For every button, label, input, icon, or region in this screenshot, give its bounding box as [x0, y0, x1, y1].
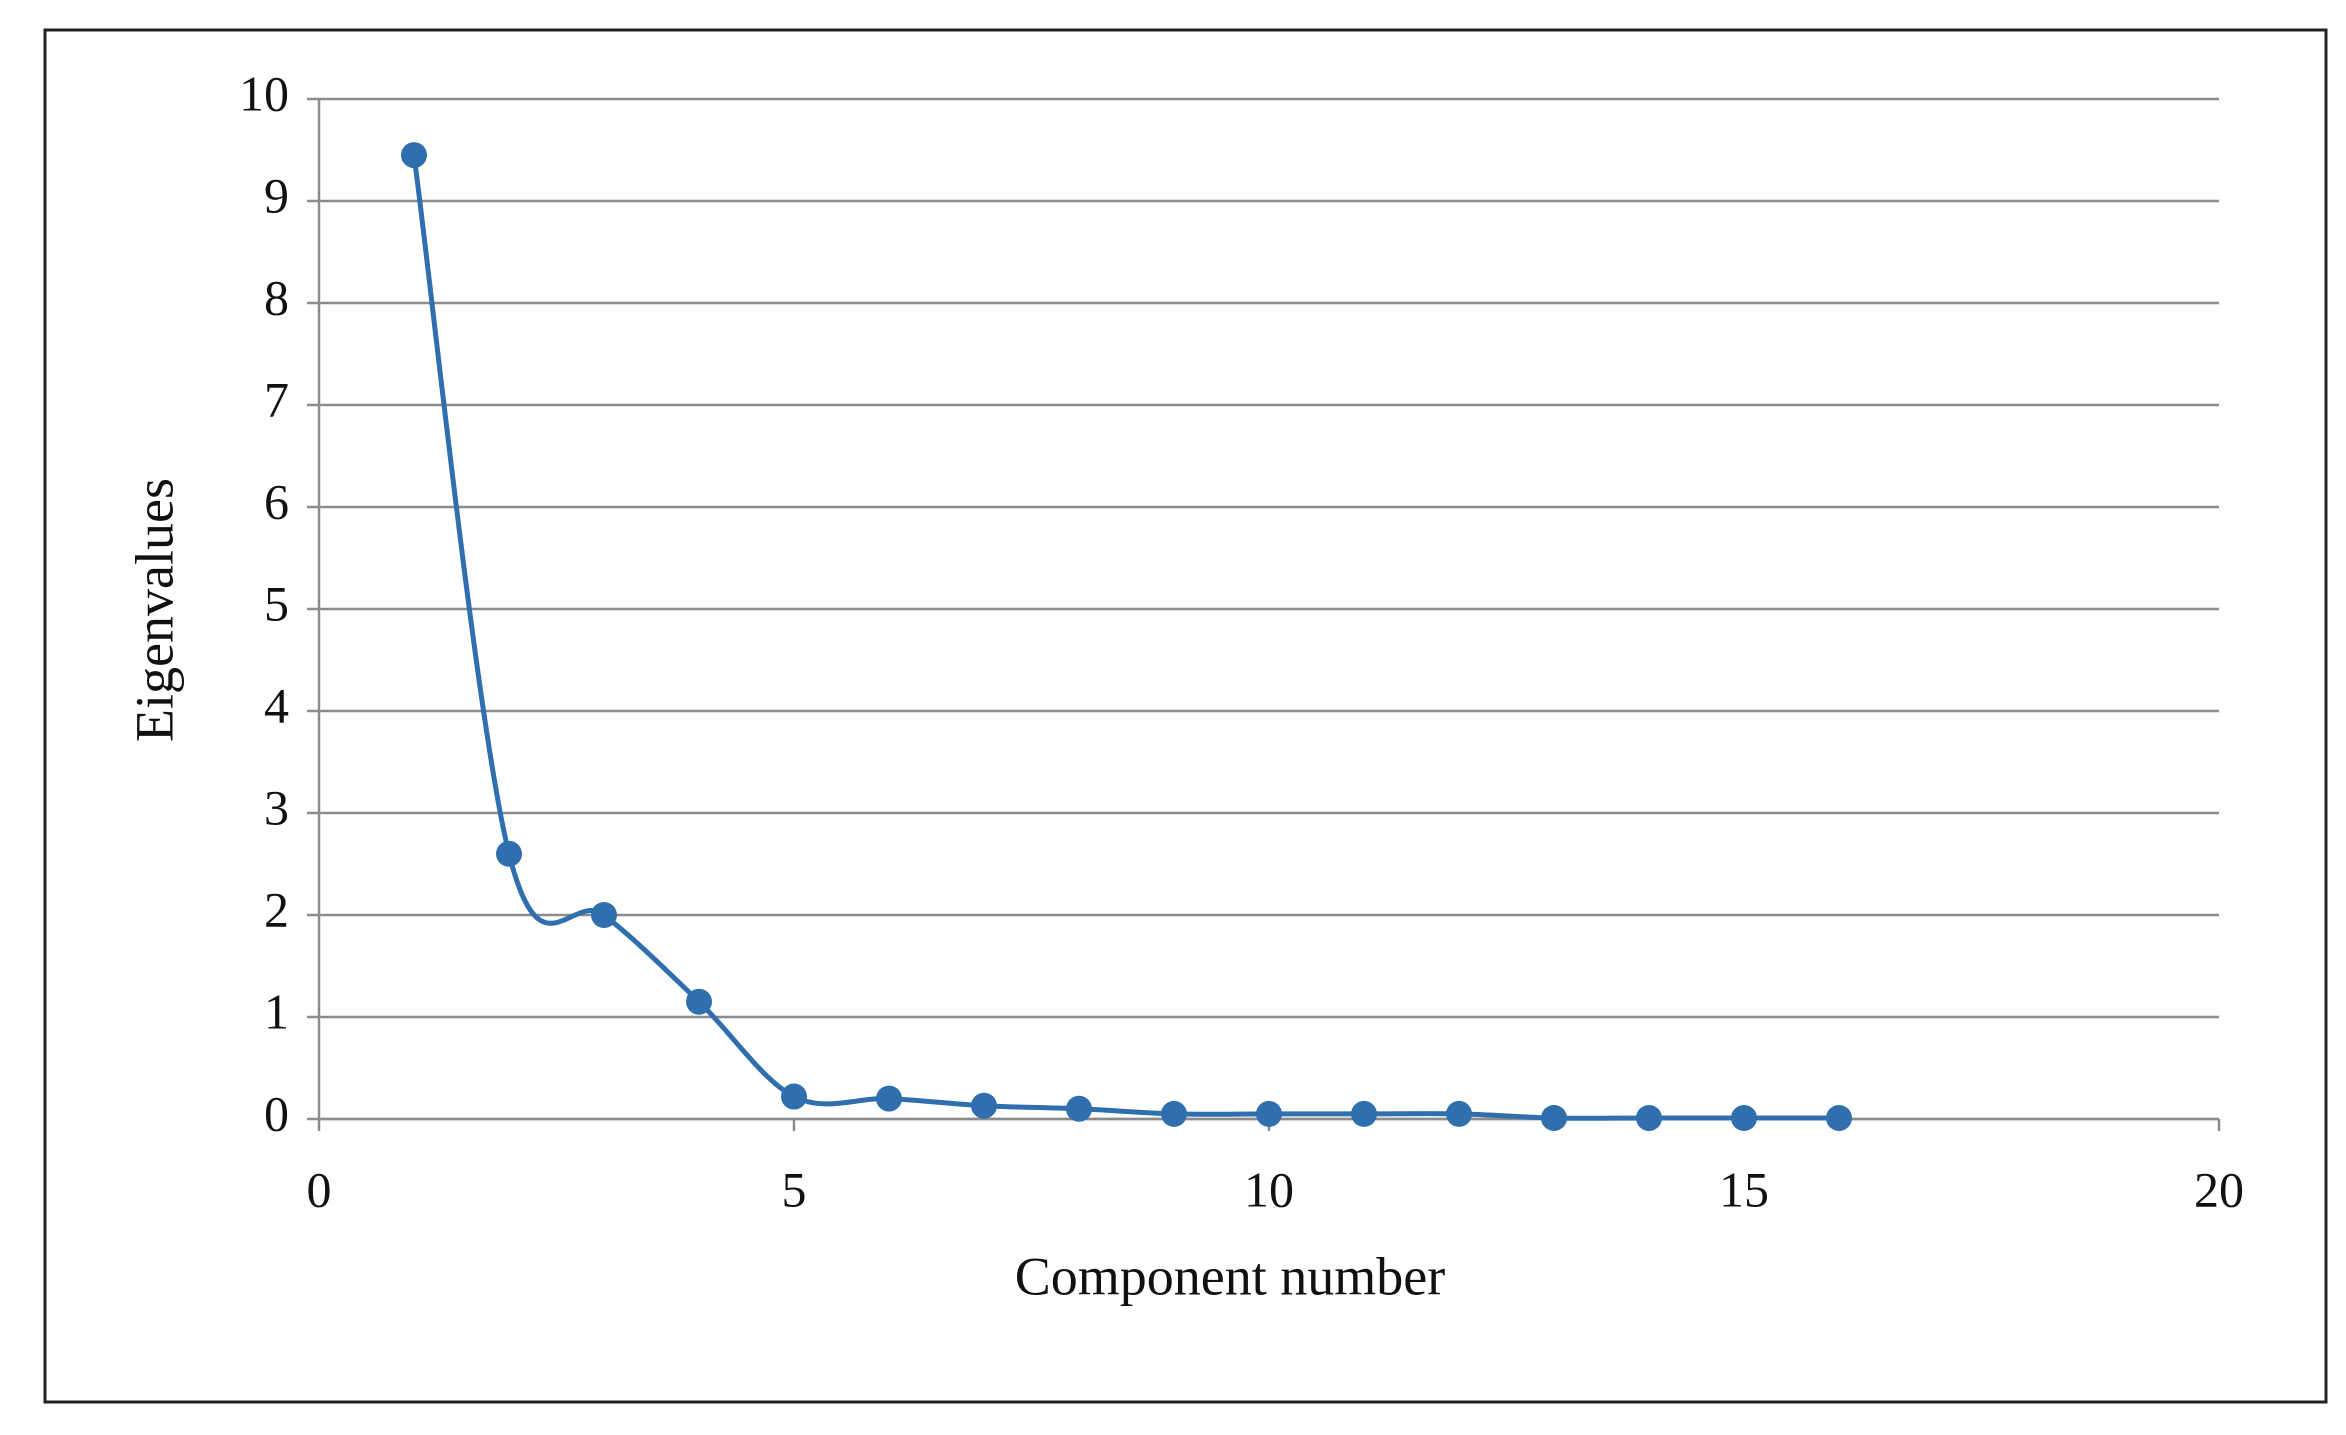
data-point — [1636, 1104, 1662, 1131]
y-tick-label: 1 — [264, 983, 289, 1039]
y-tick-label: 0 — [264, 1085, 289, 1141]
y-tick-label: 10 — [239, 65, 289, 121]
y-tick-label: 8 — [264, 269, 289, 325]
data-point — [876, 1085, 902, 1112]
data-point — [1541, 1104, 1567, 1131]
y-tick-label: 3 — [264, 779, 289, 835]
x-tick-label: 0 — [307, 1161, 332, 1217]
x-tick-label: 10 — [1244, 1161, 1294, 1217]
y-tick-label: 7 — [264, 371, 289, 427]
data-point — [1446, 1100, 1472, 1127]
x-tick-label: 20 — [2194, 1161, 2244, 1217]
data-point — [781, 1083, 807, 1110]
chart-frame — [43, 28, 2328, 1404]
data-point — [401, 142, 427, 169]
x-axis-title: Component number — [1015, 1246, 1445, 1306]
data-point — [1731, 1104, 1757, 1131]
y-tick-label: 5 — [264, 575, 289, 631]
data-point — [591, 902, 617, 928]
y-axis-title: Eigenvalues — [124, 478, 184, 742]
data-point — [1066, 1095, 1092, 1122]
x-tick-label: 15 — [1719, 1161, 1769, 1217]
data-point — [1161, 1100, 1187, 1127]
y-tick-label: 9 — [264, 167, 289, 223]
data-point — [496, 840, 522, 867]
data-point — [1256, 1100, 1282, 1127]
y-tick-label: 2 — [264, 881, 289, 937]
data-point — [686, 988, 712, 1015]
y-tick-label: 6 — [264, 473, 289, 529]
x-tick-label: 5 — [782, 1161, 807, 1217]
data-point — [1826, 1104, 1852, 1131]
data-point — [971, 1092, 997, 1119]
y-tick-label: 4 — [264, 677, 289, 733]
data-point — [1351, 1100, 1377, 1127]
